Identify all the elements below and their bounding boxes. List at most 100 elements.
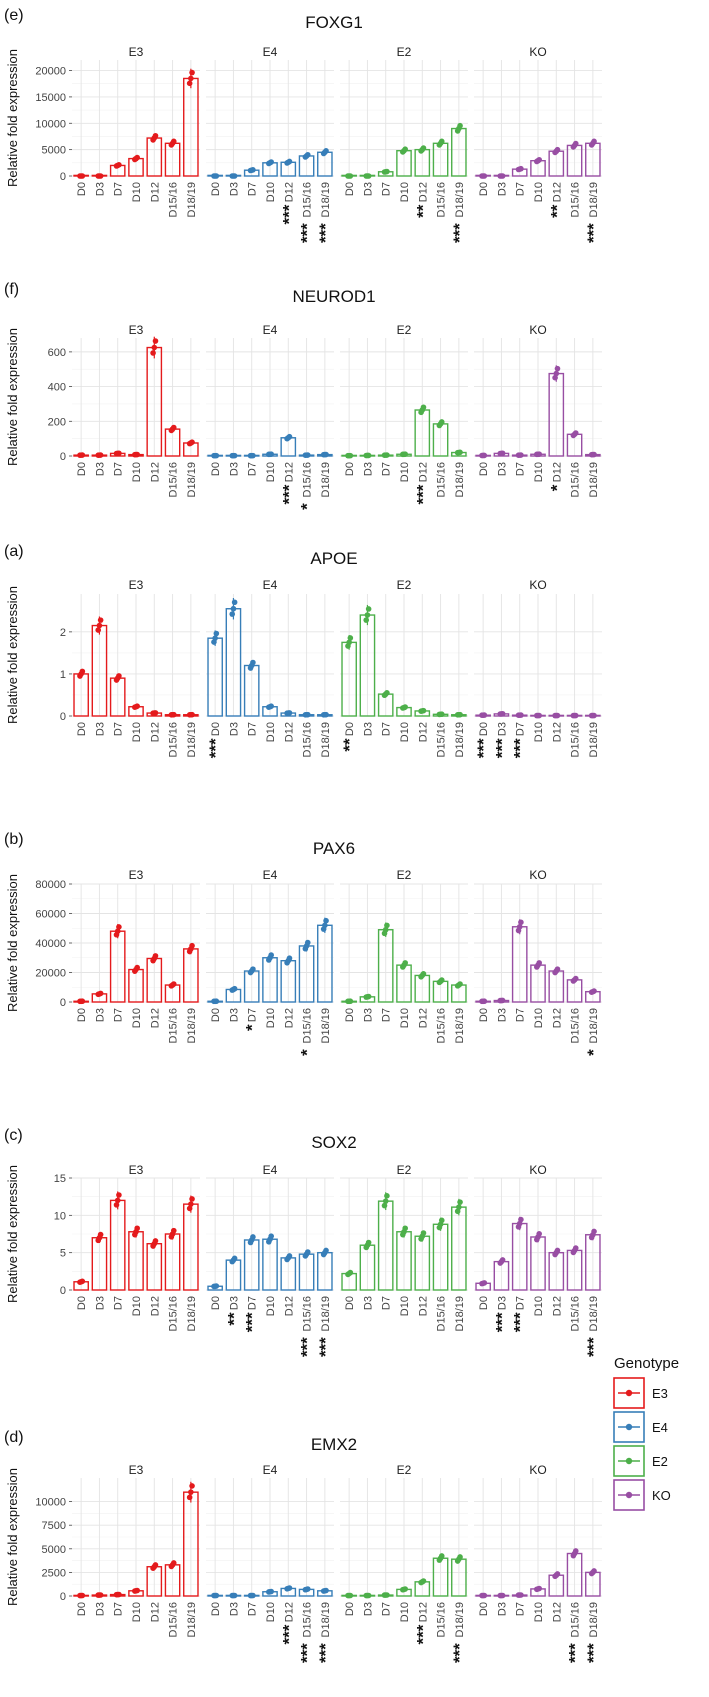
data-point bbox=[250, 1234, 256, 1240]
significance-stars: *** bbox=[316, 1643, 335, 1663]
x-tick-label: D10 bbox=[265, 722, 277, 742]
x-tick-label: D15/16 bbox=[436, 182, 448, 217]
panel-label: (d) bbox=[4, 1429, 24, 1446]
significance-stars: *** bbox=[413, 1624, 432, 1644]
x-tick-label: D7 bbox=[113, 1008, 125, 1022]
x-tick-label: D0 bbox=[478, 722, 490, 736]
chart-pax6: (b) PAX6 Relative fold expression 0 20000 400… bbox=[4, 831, 603, 1056]
x-tick-label: D3 bbox=[496, 1008, 508, 1022]
data-point bbox=[420, 145, 427, 151]
panel-label: (a) bbox=[4, 543, 24, 560]
facet-e2: E2 D0 D3 D7 D10 D12 D15/16 D18/19 bbox=[340, 1163, 468, 1331]
y-axis-label: Relative fold expression bbox=[5, 1165, 20, 1303]
x-tick-label: D18/19 bbox=[588, 722, 600, 757]
x-tick-label: D12 bbox=[551, 182, 563, 202]
x-tick-label: D3 bbox=[228, 722, 240, 736]
x-tick-label: D15/16 bbox=[302, 182, 314, 217]
x-tick-label: D3 bbox=[362, 722, 374, 736]
data-point bbox=[213, 998, 220, 1005]
data-point bbox=[229, 611, 236, 617]
significance-stars: *** bbox=[206, 738, 225, 758]
x-tick-label: D3 bbox=[496, 1602, 508, 1616]
data-point bbox=[402, 704, 409, 710]
legend-key-point bbox=[625, 1457, 633, 1465]
x-tick-label: D10 bbox=[265, 462, 277, 482]
x-tick-label: D7 bbox=[247, 182, 259, 196]
x-tick-label: D3 bbox=[228, 1008, 240, 1022]
chart-title: SOX2 bbox=[311, 1133, 356, 1152]
significance-stars: *** bbox=[492, 738, 511, 758]
data-point bbox=[79, 1592, 86, 1599]
legend-key-point bbox=[625, 1491, 633, 1499]
x-tick-label: D7 bbox=[113, 182, 125, 196]
data-point bbox=[382, 1198, 389, 1204]
x-tick-label: D10 bbox=[399, 722, 411, 742]
facet-e3: E3 D0 D3 D7 D10 D12 D15/16 D18/19 bbox=[72, 323, 200, 497]
facet-strip-label: E4 bbox=[263, 1163, 278, 1177]
x-tick-label: D10 bbox=[265, 1296, 277, 1316]
data-point bbox=[304, 1249, 311, 1255]
legend: Genotype E3 E4 E2 KO bbox=[613, 1355, 679, 1511]
data-point bbox=[116, 924, 122, 930]
x-tick-label: D3 bbox=[496, 462, 508, 476]
x-tick-label: D7 bbox=[515, 722, 527, 736]
x-tick-label: D12 bbox=[417, 462, 429, 482]
facet-e4: E4 D0 D3 D7 D10 D12 *** D15/16 *D18/19 bbox=[206, 323, 334, 510]
data-point bbox=[323, 711, 329, 718]
x-tick-label: D12 bbox=[551, 1296, 563, 1316]
data-point bbox=[365, 993, 372, 1000]
panel-label: (e) bbox=[4, 7, 24, 24]
x-tick-label: D15/16 bbox=[168, 462, 180, 497]
data-point bbox=[97, 1231, 104, 1238]
data-point bbox=[250, 167, 256, 173]
data-point bbox=[481, 1592, 488, 1599]
data-point bbox=[572, 1548, 579, 1554]
data-point bbox=[79, 452, 86, 458]
data-point bbox=[402, 451, 409, 457]
significance-stars: *** bbox=[584, 223, 603, 243]
x-tick-label: D15/16 bbox=[570, 1602, 582, 1637]
x-tick-label: D7 bbox=[381, 1008, 393, 1022]
x-tick-label: D12 bbox=[149, 462, 161, 482]
y-tick-label: 20000 bbox=[35, 66, 66, 78]
x-tick-label: D0 bbox=[210, 182, 222, 196]
x-tick-label: D3 bbox=[362, 462, 374, 476]
x-tick-label: D10 bbox=[533, 1296, 545, 1316]
x-tick-label: D3 bbox=[228, 462, 240, 476]
data-point bbox=[286, 710, 293, 716]
x-tick-label: D15/16 bbox=[570, 1008, 582, 1043]
data-point bbox=[384, 1193, 390, 1199]
data-point bbox=[591, 1228, 597, 1235]
data-point bbox=[420, 971, 427, 977]
data-point bbox=[518, 919, 524, 926]
x-tick-label: D10 bbox=[533, 1008, 545, 1028]
x-tick-label: D12 bbox=[283, 182, 295, 202]
x-tick-label: D3 bbox=[496, 1296, 508, 1310]
data-point bbox=[536, 451, 542, 457]
x-tick-label: D18/19 bbox=[454, 1296, 466, 1331]
data-point bbox=[420, 707, 427, 714]
data-point bbox=[231, 173, 238, 179]
data-point bbox=[323, 1587, 329, 1594]
data-point bbox=[152, 1238, 159, 1244]
x-tick-label: D0 bbox=[478, 182, 490, 196]
data-point bbox=[186, 80, 193, 87]
significance-stars: *** bbox=[413, 484, 432, 504]
y-tick-label: 5 bbox=[60, 1248, 66, 1260]
data-point bbox=[114, 928, 121, 934]
data-point bbox=[186, 1494, 193, 1501]
x-tick-label: D3 bbox=[228, 182, 240, 196]
data-point bbox=[189, 942, 195, 949]
significance-stars: * bbox=[243, 1024, 262, 1031]
x-tick-label: D3 bbox=[496, 722, 508, 736]
data-point bbox=[231, 985, 238, 992]
x-tick-label: D10 bbox=[399, 1008, 411, 1028]
x-tick-label: D0 bbox=[210, 1008, 222, 1022]
data-point bbox=[438, 711, 445, 718]
data-point bbox=[152, 710, 159, 716]
x-tick-label: D3 bbox=[496, 182, 508, 196]
legend-label: E4 bbox=[652, 1420, 668, 1435]
y-axis-label: Relative fold expression bbox=[5, 328, 20, 466]
